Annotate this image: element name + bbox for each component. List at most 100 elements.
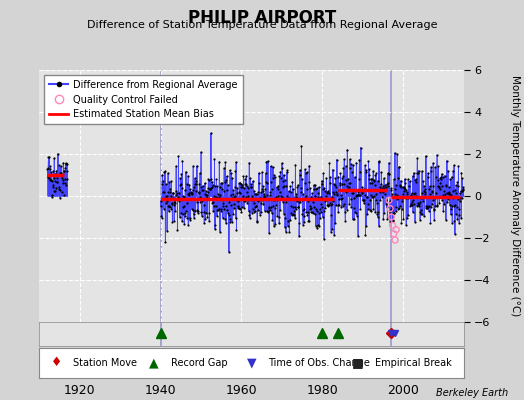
- Point: [234, 203, 243, 209]
- Point: [219, 202, 227, 209]
- Point: [221, 177, 230, 184]
- Point: [194, 196, 202, 202]
- Point: [221, 159, 230, 165]
- Point: [233, 197, 241, 204]
- Point: [177, 210, 185, 216]
- Point: [453, 215, 461, 222]
- Point: [156, 202, 165, 209]
- Point: [408, 202, 417, 208]
- Point: [198, 186, 206, 193]
- Point: [443, 190, 452, 196]
- Point: [457, 215, 465, 221]
- Point: [219, 200, 227, 206]
- Point: [247, 184, 255, 190]
- Point: [228, 211, 237, 217]
- Point: [261, 170, 270, 176]
- Point: [422, 204, 430, 211]
- Point: [315, 215, 324, 221]
- Point: [53, 179, 62, 185]
- Point: [166, 203, 174, 210]
- Point: [296, 172, 304, 178]
- Point: [407, 201, 416, 208]
- Point: [222, 220, 230, 226]
- Point: [457, 195, 466, 202]
- Point: [337, 204, 346, 210]
- Point: [335, 186, 343, 193]
- Point: [411, 219, 419, 225]
- Point: [209, 182, 217, 188]
- Point: [181, 212, 189, 219]
- Point: [271, 221, 279, 228]
- Point: [58, 175, 66, 182]
- Point: [56, 194, 64, 201]
- Point: [454, 196, 462, 202]
- Point: [158, 181, 166, 187]
- Point: [348, 162, 357, 168]
- Point: [250, 204, 259, 210]
- Point: [311, 193, 319, 199]
- Point: [359, 197, 368, 203]
- Point: [433, 151, 441, 158]
- Point: [405, 193, 413, 200]
- Point: [395, 164, 403, 170]
- Point: [168, 200, 176, 206]
- Point: [401, 186, 410, 192]
- Point: [331, 182, 339, 188]
- Point: [385, 171, 393, 178]
- Point: [339, 203, 347, 210]
- Point: [180, 193, 189, 200]
- Point: [57, 163, 65, 170]
- Point: [365, 166, 373, 172]
- Point: [215, 206, 223, 212]
- Point: [44, 154, 52, 161]
- Point: [442, 181, 450, 188]
- Point: [440, 172, 449, 179]
- Point: [438, 183, 446, 189]
- Point: [324, 188, 333, 194]
- Point: [267, 178, 275, 185]
- Point: [288, 211, 297, 218]
- Point: [382, 201, 390, 207]
- Point: [208, 184, 216, 190]
- Point: [203, 192, 211, 198]
- Point: [321, 193, 330, 200]
- Point: [424, 208, 433, 214]
- Point: [293, 184, 301, 190]
- Point: [231, 168, 239, 174]
- Point: [238, 184, 247, 191]
- Point: [421, 186, 429, 192]
- Point: [61, 165, 70, 171]
- Point: [381, 187, 389, 194]
- Point: [355, 169, 364, 175]
- Point: [171, 197, 180, 204]
- Point: [331, 219, 339, 226]
- Point: [327, 212, 335, 218]
- Point: [222, 203, 231, 209]
- Point: [244, 184, 253, 191]
- Point: [238, 182, 246, 188]
- Point: [161, 238, 169, 245]
- Point: [377, 188, 385, 194]
- Point: [454, 163, 463, 169]
- Point: [315, 222, 323, 229]
- Point: [195, 194, 204, 201]
- Point: [414, 201, 422, 208]
- Point: [379, 216, 387, 223]
- Point: [431, 202, 440, 209]
- Point: [450, 218, 458, 224]
- Point: [321, 205, 330, 211]
- Point: [452, 182, 460, 188]
- Point: [197, 184, 205, 190]
- Point: [231, 192, 239, 199]
- Point: [266, 189, 275, 195]
- Point: [50, 188, 58, 194]
- Point: [203, 188, 212, 195]
- Point: [237, 208, 246, 215]
- Point: [387, 187, 395, 194]
- Point: [282, 182, 290, 189]
- Point: [330, 190, 339, 197]
- Point: [248, 206, 257, 212]
- Point: [44, 164, 52, 171]
- Point: [271, 194, 280, 201]
- Point: [380, 185, 388, 191]
